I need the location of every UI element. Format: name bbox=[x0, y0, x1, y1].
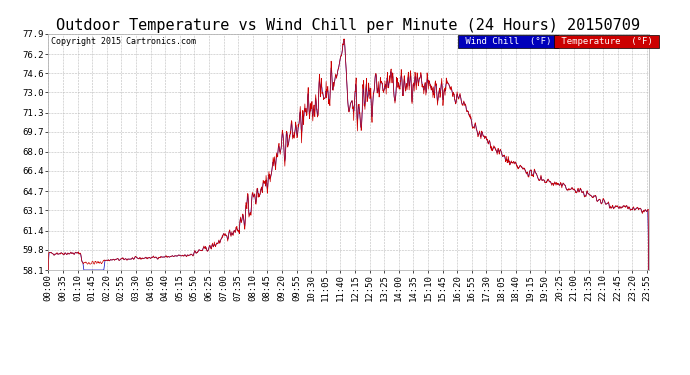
Text: Copyright 2015 Cartronics.com: Copyright 2015 Cartronics.com bbox=[51, 37, 196, 46]
Text: Temperature  (°F): Temperature (°F) bbox=[555, 37, 658, 46]
Text: Wind Chill  (°F): Wind Chill (°F) bbox=[460, 37, 556, 46]
Title: Outdoor Temperature vs Wind Chill per Minute (24 Hours) 20150709: Outdoor Temperature vs Wind Chill per Mi… bbox=[57, 18, 640, 33]
